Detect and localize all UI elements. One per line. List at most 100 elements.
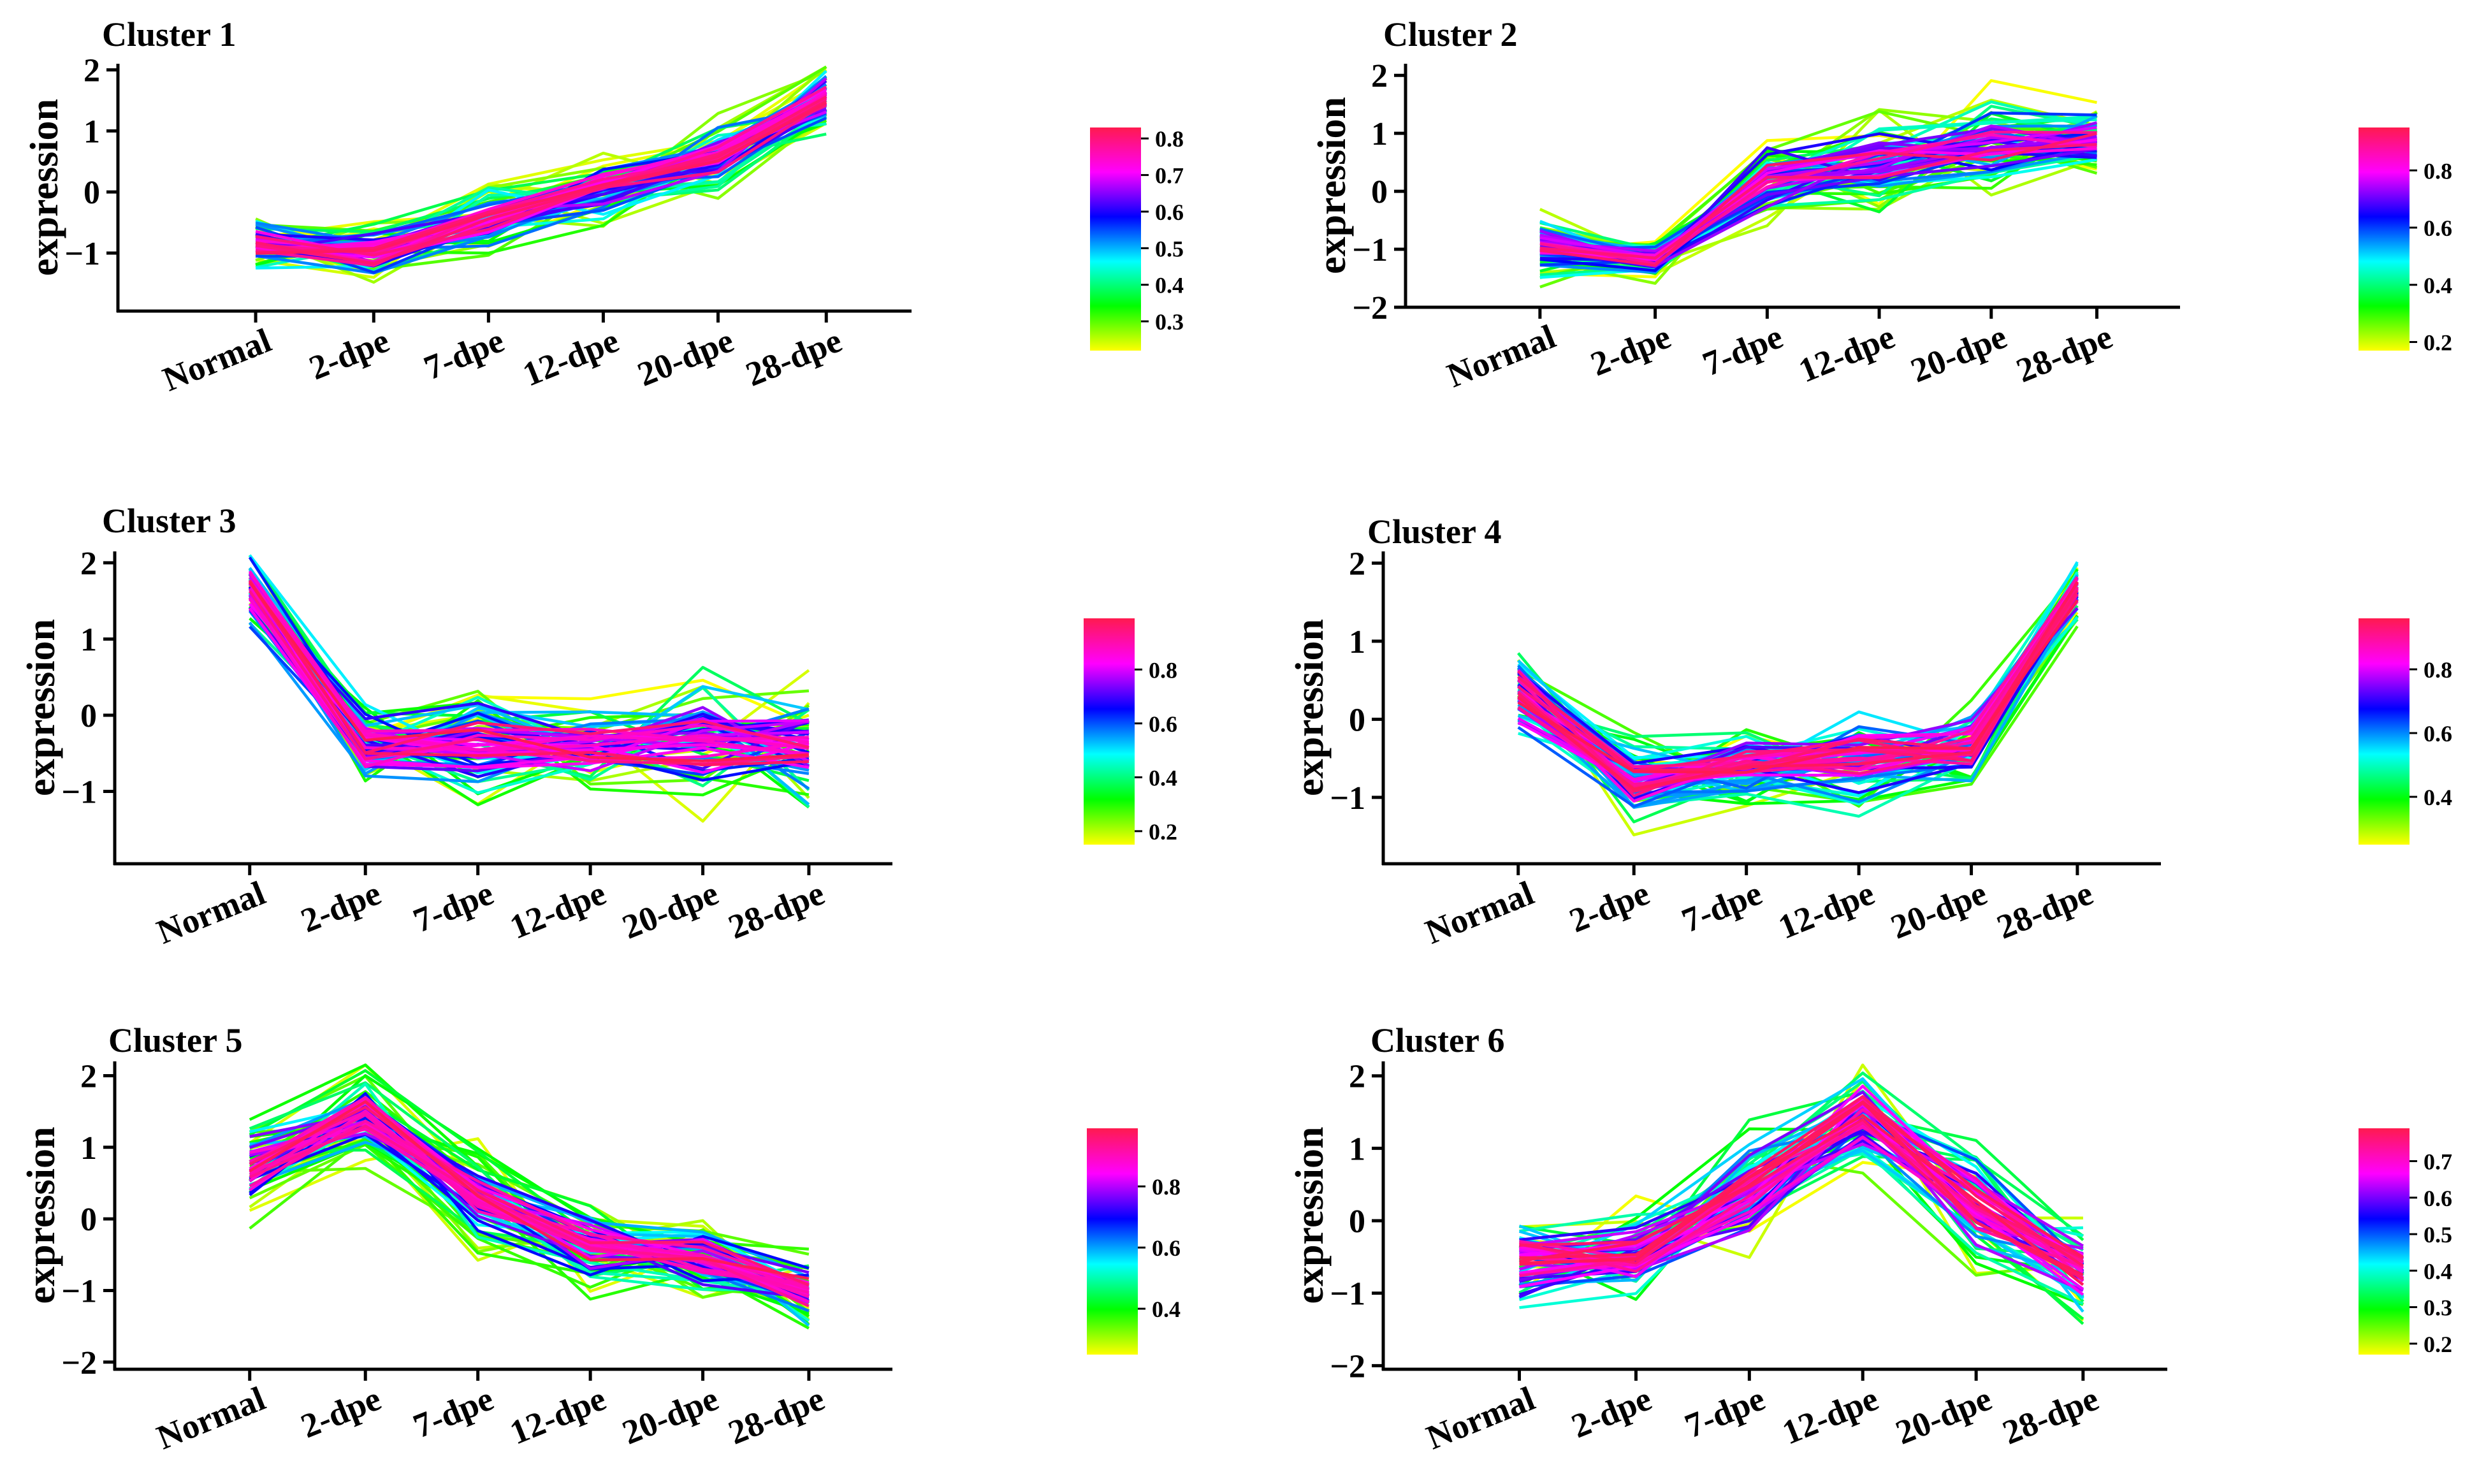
membership-colorbar: 0.3 0.4 0.5 0.6 0.7 0.8 <box>1090 126 1184 351</box>
y-tick-label: 1 <box>84 113 100 150</box>
trajectory-line <box>1519 1100 2084 1277</box>
trajectory-line <box>256 101 827 255</box>
x-tick-label: 2-dpe <box>296 873 386 940</box>
y-tick-label: −1 <box>1352 232 1388 268</box>
y-tick-label: 0 <box>1371 174 1388 210</box>
y-tick-label: 2 <box>1349 546 1365 582</box>
x-tick-label: 20-dpe <box>1886 873 1992 946</box>
x-tick-label: 28-dpe <box>723 1379 829 1451</box>
colorbar-tick-label: 0.2 <box>2424 330 2452 356</box>
trajectory-line <box>249 1100 810 1281</box>
y-tick-label: 2 <box>84 53 100 89</box>
cluster-panel-5: Cluster 5 expression −2 −1 0 1 2 Normal 2-dpe 7-d… <box>20 1021 1181 1457</box>
x-tick-label: 7-dpe <box>1697 317 1788 383</box>
colorbar-tick-label: 0.7 <box>2424 1149 2452 1175</box>
colorbar-gradient <box>1090 127 1141 351</box>
colorbar-tick-label: 0.8 <box>2424 158 2452 184</box>
x-tick-label: 28-dpe <box>741 321 847 393</box>
y-tick-label: 1 <box>1349 1131 1365 1167</box>
y-tick-label: 2 <box>1349 1059 1365 1095</box>
colorbar-tick-label: 0.3 <box>2424 1295 2452 1321</box>
colorbar-tick-label: 0.6 <box>2424 215 2452 241</box>
y-axis-label: expression <box>23 99 66 276</box>
x-tick-label: 20-dpe <box>1890 1379 1996 1451</box>
y-tick-label: 2 <box>80 546 97 582</box>
trajectory-line <box>249 1140 810 1279</box>
y-tick-label: −2 <box>61 1345 97 1381</box>
trajectory-lines <box>1518 1063 2084 1325</box>
trajectory-line <box>249 1105 810 1286</box>
colorbar-tick-label: 0.4 <box>2424 1258 2452 1284</box>
y-tick-label: 0 <box>84 175 100 211</box>
colorbar-tick-label: 0.4 <box>1155 273 1184 298</box>
colorbar-gradient <box>1084 618 1135 845</box>
trajectory-line <box>248 581 810 763</box>
panel-title: Cluster 3 <box>102 502 236 540</box>
x-tick-label: 2-dpe <box>1564 873 1655 940</box>
y-axis-label: expression <box>1311 97 1354 274</box>
x-tick-label: Normal <box>157 321 277 398</box>
x-tick-label: 20-dpe <box>1905 317 2012 389</box>
colorbar-tick-label: 0.8 <box>1155 126 1184 152</box>
trajectory-line <box>1517 599 2079 774</box>
colorbar-tick-label: 0.4 <box>1149 765 1177 790</box>
y-tick-label: 1 <box>1349 624 1365 660</box>
trajectory-line <box>249 1119 810 1288</box>
colorbar-gradient <box>2359 127 2410 351</box>
trajectory-lines <box>248 554 810 823</box>
x-tick-label: 7-dpe <box>419 321 509 387</box>
x-tick-label: 20-dpe <box>632 321 739 393</box>
x-tick-label: 28-dpe <box>1991 873 2098 946</box>
trajectory-line <box>1539 143 2097 259</box>
membership-colorbar: 0.2 0.3 0.4 0.5 0.6 0.7 <box>2359 1128 2452 1357</box>
y-axis-label: expression <box>20 619 63 796</box>
colorbar-tick-label: 0.6 <box>2424 1186 2452 1211</box>
cluster-panel-6: Cluster 6 expression −2 −1 0 1 2 Normal 2-dpe 7-d… <box>1288 1021 2452 1457</box>
y-tick-label: 0 <box>1349 1204 1365 1240</box>
colorbar-tick-label: 0.5 <box>2424 1222 2452 1248</box>
colorbar-tick-label: 0.6 <box>1152 1235 1181 1261</box>
trajectory-line <box>249 1124 810 1307</box>
y-tick-label: −2 <box>1352 290 1388 326</box>
trajectory-line <box>248 587 810 752</box>
y-tick-label: −1 <box>64 236 100 272</box>
x-tick-label: 2-dpe <box>304 321 395 387</box>
x-tick-label: 20-dpe <box>617 1379 723 1451</box>
trajectory-line <box>1519 1100 2084 1260</box>
x-tick-label: 28-dpe <box>723 873 829 946</box>
y-tick-label: −2 <box>1330 1348 1365 1385</box>
y-axis-label: expression <box>1288 1127 1332 1304</box>
panel-title: Cluster 2 <box>1383 15 1518 54</box>
x-tick-label: 12-dpe <box>1773 873 1879 946</box>
y-tick-label: 1 <box>1371 116 1388 152</box>
membership-colorbar: 0.4 0.6 0.8 <box>1087 1128 1181 1355</box>
trajectory-line <box>1518 1121 2084 1273</box>
y-tick-label: 0 <box>80 698 97 734</box>
colorbar-tick-label: 0.8 <box>1149 657 1177 683</box>
colorbar-tick-label: 0.5 <box>1155 236 1184 261</box>
y-tick-label: −1 <box>61 774 97 810</box>
cluster-panel-1: Cluster 1 expression−1 0 1 2 Normal 2-dpe 7-dpe… <box>23 15 1184 398</box>
colorbar-gradient <box>1087 1128 1138 1355</box>
trajectory-lines <box>1516 561 2079 836</box>
x-tick-label: Normal <box>1420 873 1539 951</box>
colorbar-tick-label: 0.7 <box>1155 163 1184 189</box>
colorbar-tick-label: 0.6 <box>1149 711 1177 737</box>
membership-colorbar: 0.4 0.6 0.8 <box>2359 618 2452 845</box>
x-tick-label: Normal <box>1421 1379 1540 1457</box>
y-axis-label: expression <box>20 1127 63 1304</box>
x-tick-label: 2-dpe <box>1585 317 1676 383</box>
y-tick-label: −1 <box>1330 780 1365 817</box>
colorbar-tick-label: 0.6 <box>1155 200 1184 225</box>
trajectory-line <box>1519 1114 2084 1286</box>
cluster-panel-4: Cluster 4 expression−1 0 1 2 Normal 2-dpe 7-dpe… <box>1288 513 2452 951</box>
colorbar-gradient <box>2359 1128 2410 1355</box>
colorbar-tick-label: 0.3 <box>1155 309 1184 335</box>
cluster-panel-2: Cluster 2 expression −2 −1 0 1 2 Normal 2-dpe 7-d… <box>1311 15 2452 395</box>
trajectory-lines <box>255 65 827 284</box>
x-tick-label: 7-dpe <box>1680 1379 1770 1445</box>
y-tick-label: 0 <box>1349 702 1365 738</box>
colorbar-tick-label: 0.8 <box>2424 657 2452 683</box>
panel-title: Cluster 5 <box>108 1021 243 1059</box>
colorbar-tick-label: 0.2 <box>1149 819 1177 845</box>
